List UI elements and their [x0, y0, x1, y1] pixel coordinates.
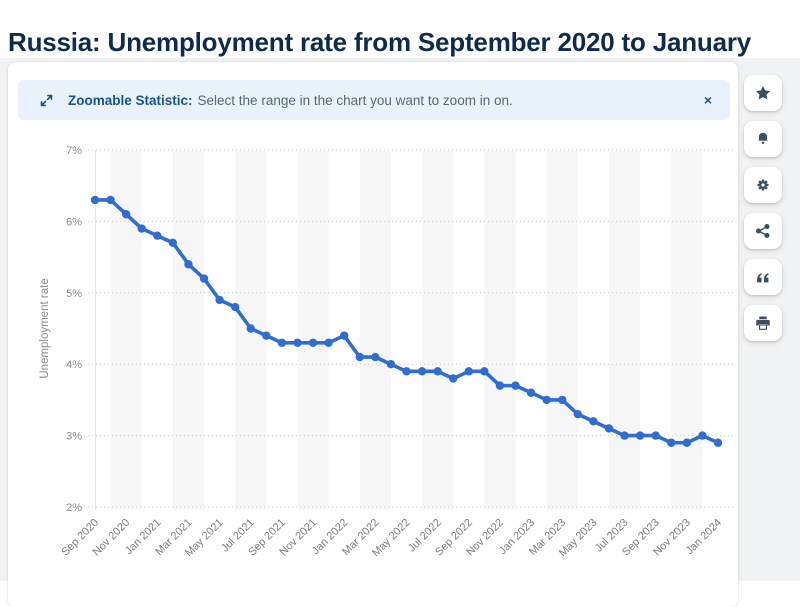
banner-close-button[interactable]: × — [700, 80, 716, 120]
svg-text:7%: 7% — [66, 145, 82, 157]
quote-icon — [757, 273, 769, 283]
zoomable-statistic-banner: Zoomable Statistic: Select the range in … — [18, 80, 730, 120]
statistic-card: Zoomable Statistic: Select the range in … — [8, 62, 738, 607]
print-button[interactable] — [744, 305, 782, 341]
zoom-expand-icon — [40, 94, 53, 106]
star-icon — [755, 85, 771, 100]
share-icon — [755, 224, 770, 238]
banner-text: Select the range in the chart you want t… — [197, 92, 513, 108]
favorite-button[interactable] — [744, 75, 782, 111]
banner-label: Zoomable Statistic: — [68, 92, 193, 108]
settings-button[interactable] — [744, 167, 782, 203]
svg-text:4%: 4% — [66, 359, 82, 371]
cite-button[interactable] — [744, 259, 782, 295]
side-toolbar — [744, 75, 782, 351]
bell-icon — [758, 132, 768, 144]
gear-icon — [757, 179, 769, 191]
notification-button[interactable] — [744, 121, 782, 157]
share-button[interactable] — [744, 213, 782, 249]
svg-text:6%: 6% — [66, 216, 82, 228]
svg-text:2%: 2% — [66, 502, 82, 514]
printer-icon — [756, 316, 770, 330]
svg-text:Unemployment rate: Unemployment rate — [39, 278, 51, 378]
svg-text:3%: 3% — [66, 431, 82, 443]
page-title: Russia: Unemployment rate from September… — [8, 27, 752, 58]
svg-text:5%: 5% — [66, 288, 82, 300]
